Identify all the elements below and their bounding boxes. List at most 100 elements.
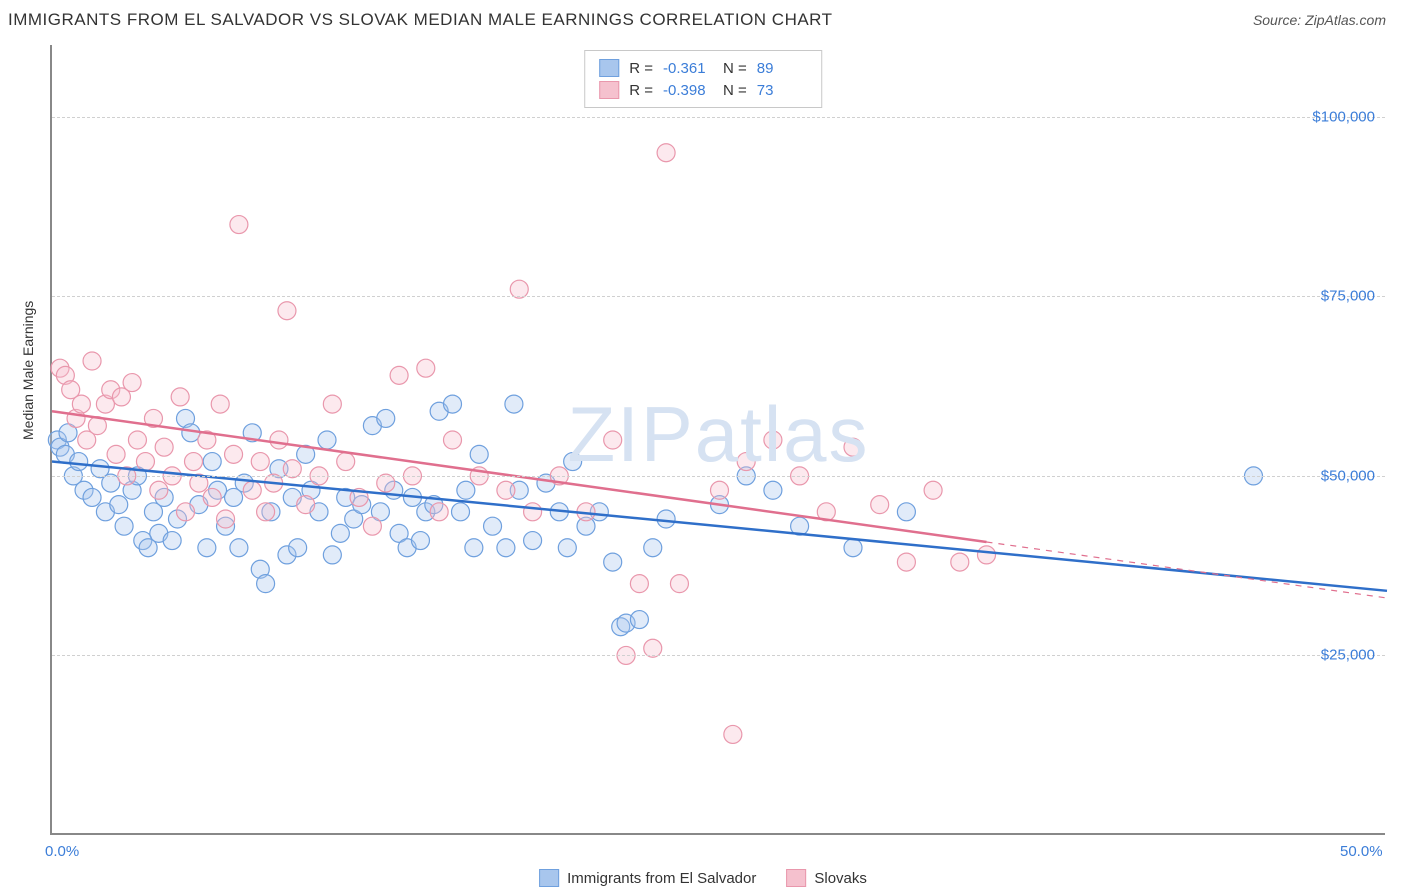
data-point [136,453,154,471]
data-point [897,503,915,521]
data-point [484,517,502,535]
data-point [297,496,315,514]
data-point [924,481,942,499]
x-tick-label: 0.0% [45,843,79,860]
r-value: -0.398 [663,82,713,99]
data-point [171,388,189,406]
data-point [177,503,195,521]
data-point [230,539,248,557]
data-point [417,359,435,377]
data-point [470,445,488,463]
data-point [225,445,243,463]
data-point [155,438,173,456]
data-point [630,611,648,629]
data-point [644,539,662,557]
legend-swatch [599,81,619,99]
data-point [203,488,221,506]
data-point [110,496,128,514]
data-point [444,431,462,449]
source-value: ZipAtlas.com [1305,12,1386,28]
legend-item: Immigrants from El Salvador [539,869,756,887]
r-value: -0.361 [663,60,713,77]
data-point [844,438,862,456]
correlation-legend: R = -0.361 N = 89 R = -0.398 N = 73 [584,50,822,108]
data-point [278,302,296,320]
legend-swatch [539,869,559,887]
data-point [711,481,729,499]
data-point [115,517,133,535]
data-point [363,517,381,535]
data-point [377,409,395,427]
legend-row: R = -0.398 N = 73 [599,79,807,101]
data-point [185,453,203,471]
data-point [524,532,542,550]
data-point [558,539,576,557]
y-tick-label: $75,000 [1321,288,1375,305]
data-point [497,481,515,499]
legend-item: Slovaks [786,869,867,887]
data-point [670,575,688,593]
n-label: N = [723,82,747,99]
data-point [217,510,235,528]
legend-swatch [786,869,806,887]
data-point [323,395,341,413]
data-point [497,539,515,557]
n-value: 73 [757,82,807,99]
y-tick-label: $25,000 [1321,647,1375,664]
legend-row: R =-0.361N =89 [599,57,807,79]
data-point [257,575,275,593]
data-point [337,453,355,471]
data-point [331,524,349,542]
trend-line-dashed [987,542,1388,598]
data-point [150,481,168,499]
chart-title: IMMIGRANTS FROM EL SALVADOR VS SLOVAK ME… [8,10,833,30]
data-point [411,532,429,550]
data-point [737,453,755,471]
legend-swatch [599,59,619,77]
data-point [230,216,248,234]
x-tick-label: 50.0% [1340,843,1383,860]
data-point [764,481,782,499]
data-point [211,395,229,413]
series-legend: Immigrants from El Salvador Slovaks [539,869,867,887]
data-point [70,453,88,471]
legend-label: Slovaks [814,870,867,887]
data-point [323,546,341,564]
data-point [289,539,307,557]
data-point [83,352,101,370]
gridline [52,476,1385,477]
n-value: 89 [757,60,807,77]
gridline [52,655,1385,656]
data-point [123,374,141,392]
data-point [764,431,782,449]
gridline [52,117,1385,118]
data-point [318,431,336,449]
data-point [978,546,996,564]
data-point [871,496,889,514]
scatter-plot-svg [52,45,1385,833]
data-point [390,366,408,384]
data-point [630,575,648,593]
data-point [657,510,675,528]
r-label: R = [629,82,653,99]
source-label: Source: [1253,12,1301,28]
data-point [657,144,675,162]
data-point [83,488,101,506]
data-point [844,539,862,557]
chart-plot-area: ZIPatlas $25,000$50,000$75,000$100,000 [50,45,1385,835]
legend-label: Immigrants from El Salvador [567,870,756,887]
r-label: R = [629,60,653,77]
data-point [604,553,622,571]
source-attribution: Source: ZipAtlas.com [1253,12,1386,28]
data-point [251,453,269,471]
data-point [128,431,146,449]
data-point [257,503,275,521]
data-point [452,503,470,521]
data-point [203,453,221,471]
data-point [505,395,523,413]
data-point [198,539,216,557]
data-point [457,481,475,499]
data-point [107,445,125,463]
y-tick-label: $100,000 [1312,108,1375,125]
data-point [444,395,462,413]
